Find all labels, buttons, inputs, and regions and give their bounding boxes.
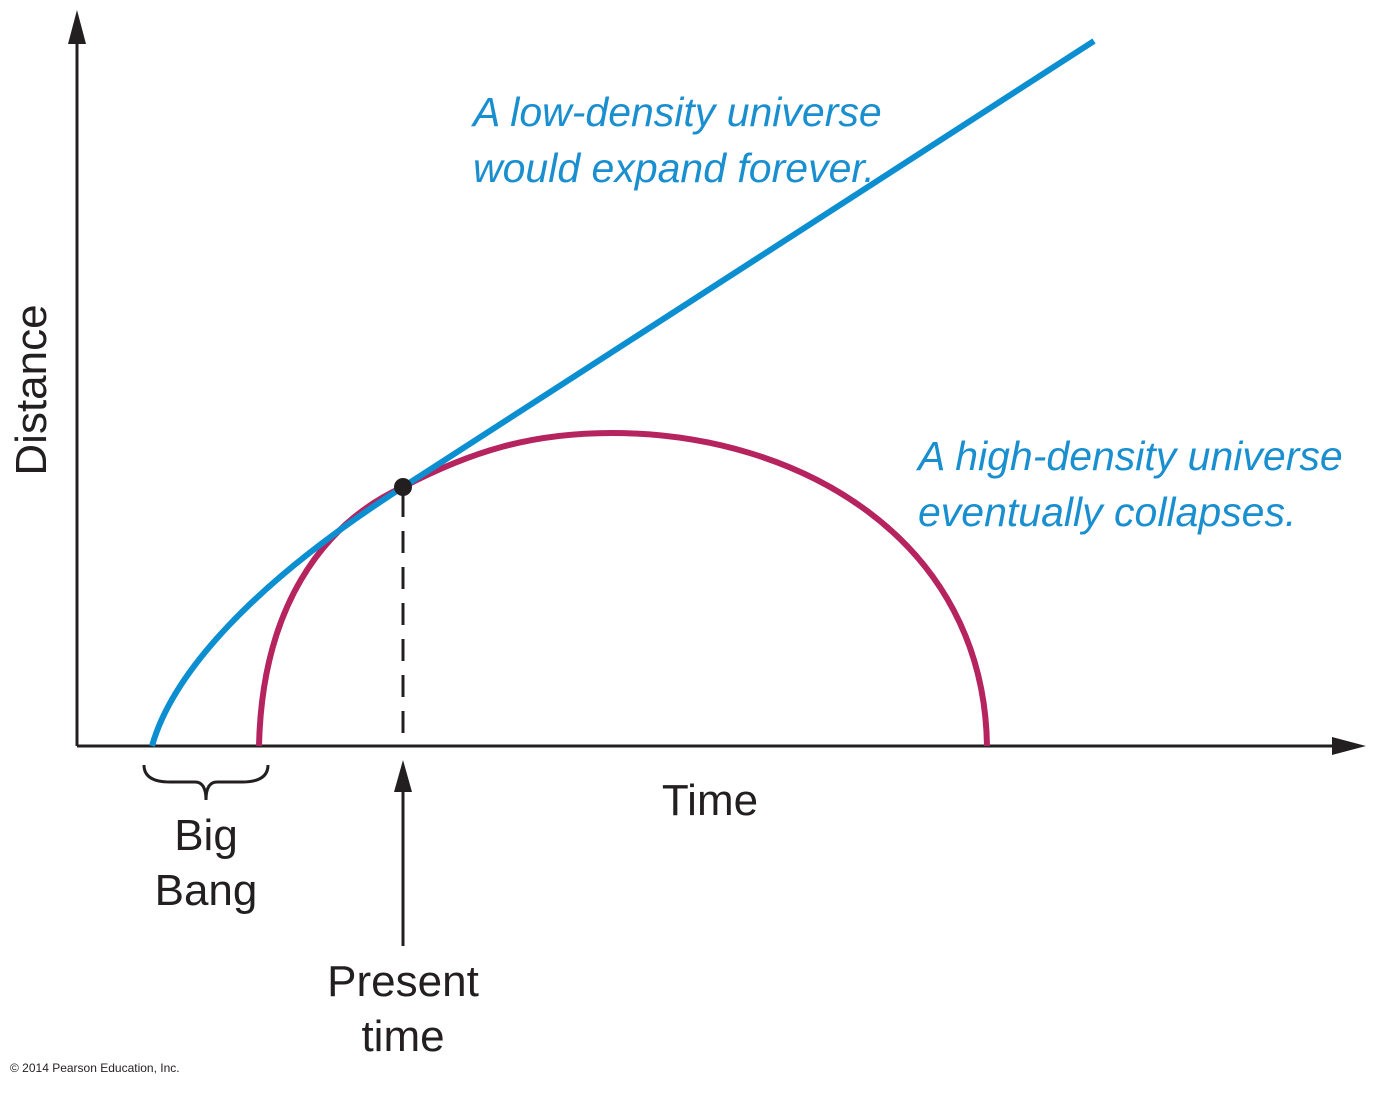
marker-label: Present (327, 957, 479, 1006)
annotation: eventually collapses. (918, 489, 1296, 535)
low-density-curve (149, 38, 1096, 747)
x-axis-arrow (1332, 737, 1366, 755)
high-density-curve (256, 429, 990, 747)
marker-label: time (361, 1012, 444, 1061)
y-axis-label: Distance (7, 304, 56, 475)
marker-label: Big (174, 811, 238, 860)
present-dot (394, 478, 412, 496)
x-axis-label: Time (662, 776, 758, 825)
y-axis-arrow (68, 10, 86, 44)
annotation: would expand forever. (473, 145, 875, 191)
annotation: A low-density universe (470, 89, 882, 135)
big-bang-brace (142, 764, 270, 801)
annotation: A high-density universe (915, 433, 1343, 479)
copyright: © 2014 Pearson Education, Inc. (10, 1061, 180, 1075)
marker-label: Bang (155, 866, 258, 915)
present-arrow-head (394, 760, 412, 792)
